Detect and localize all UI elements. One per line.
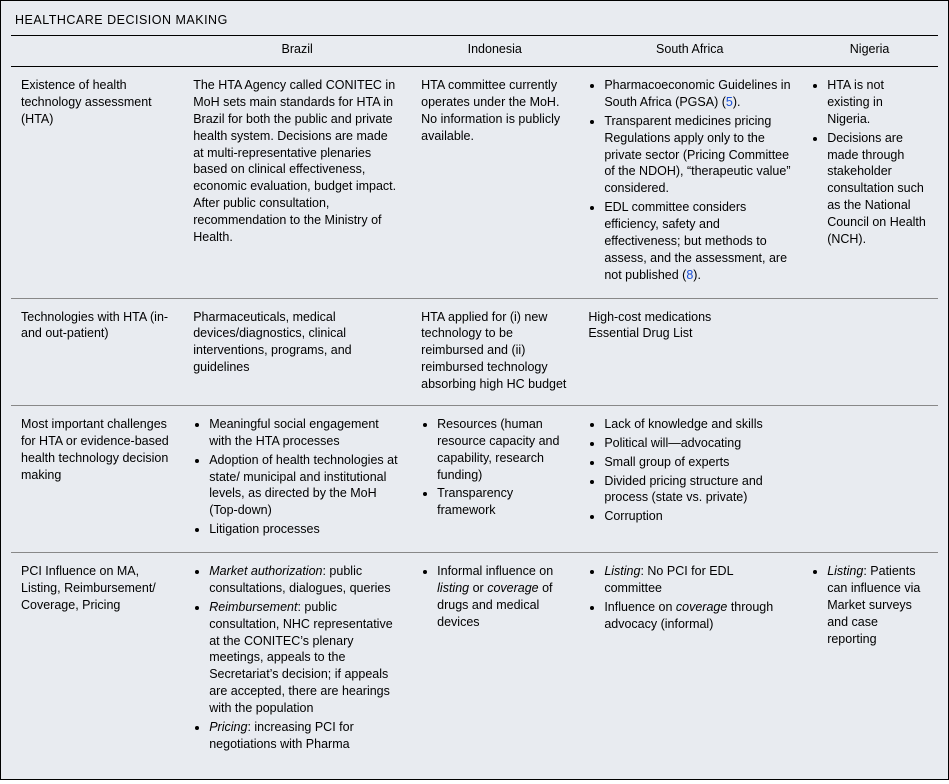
bullet-list: Resources (human resource capacity and c… bbox=[421, 416, 568, 519]
table-row: PCI Influence on MA, Listing, Reimbursem… bbox=[11, 553, 938, 767]
list-item: Listing: Patients can influence via Mark… bbox=[827, 563, 928, 647]
reference-link[interactable]: 5 bbox=[726, 95, 733, 109]
cell-nigeria: Listing: Patients can influence via Mark… bbox=[801, 553, 938, 767]
bullet-list: Informal influence on listing or coverag… bbox=[421, 563, 568, 631]
text-line: High-cost medications bbox=[588, 309, 791, 326]
cell-indonesia: HTA committee currently operates under t… bbox=[411, 67, 578, 299]
cell-indonesia: Resources (human resource capacity and c… bbox=[411, 405, 578, 552]
bullet-list: Listing: Patients can influence via Mark… bbox=[811, 563, 928, 647]
header-row: Brazil Indonesia South Africa Nigeria bbox=[11, 36, 938, 67]
list-item: Pricing: increasing PCI for negotiations… bbox=[209, 719, 401, 753]
list-item: Influence on coverage through advocacy (… bbox=[604, 599, 791, 633]
list-item: Reimbursement: public consultation, NHC … bbox=[209, 599, 401, 717]
list-item: Adoption of health technologies at state… bbox=[209, 452, 401, 520]
list-item: Lack of knowledge and skills bbox=[604, 416, 791, 433]
bullet-list: Listing: No PCI for EDL committee Influe… bbox=[588, 563, 791, 633]
list-item: Political will—advocating bbox=[604, 435, 791, 452]
list-item: Resources (human resource capacity and c… bbox=[437, 416, 568, 484]
cell-indonesia: HTA applied for (i) new technology to be… bbox=[411, 298, 578, 405]
table-container: HEALTHCARE DECISION MAKING Brazil Indone… bbox=[0, 0, 949, 780]
cell-south-africa: Pharmacoeconomic Guidelines in South Afr… bbox=[578, 67, 801, 299]
list-item: Meaningful social engagement with the HT… bbox=[209, 416, 401, 450]
list-item: EDL committee considers efficiency, safe… bbox=[604, 199, 791, 283]
bullet-list: Pharmacoeconomic Guidelines in South Afr… bbox=[588, 77, 791, 284]
cell-south-africa: Listing: No PCI for EDL committee Influe… bbox=[578, 553, 801, 767]
list-item: Small group of experts bbox=[604, 454, 791, 471]
row-label: PCI Influence on MA, Listing, Reimbursem… bbox=[11, 553, 183, 767]
cell-south-africa: Lack of knowledge and skills Political w… bbox=[578, 405, 801, 552]
list-item: Decisions are made through stakeholder c… bbox=[827, 130, 928, 248]
list-item: Transparency framework bbox=[437, 485, 568, 519]
cell-indonesia: Informal influence on listing or coverag… bbox=[411, 553, 578, 767]
col-brazil: Brazil bbox=[183, 36, 411, 67]
text-line: Essential Drug List bbox=[588, 325, 791, 342]
list-item: Informal influence on listing or coverag… bbox=[437, 563, 568, 631]
cell-brazil: Meaningful social engagement with the HT… bbox=[183, 405, 411, 552]
row-label: Most important challenges for HTA or evi… bbox=[11, 405, 183, 552]
cell-nigeria: HTA is not existing in Nigeria. Decision… bbox=[801, 67, 938, 299]
col-south-africa: South Africa bbox=[578, 36, 801, 67]
bullet-list: Market authorization: public consultatio… bbox=[193, 563, 401, 753]
bullet-list: HTA is not existing in Nigeria. Decision… bbox=[811, 77, 928, 248]
list-item: Divided pricing structure and process (s… bbox=[604, 473, 791, 507]
cell-nigeria bbox=[801, 405, 938, 552]
table-title: HEALTHCARE DECISION MAKING bbox=[11, 7, 938, 35]
col-stub bbox=[11, 36, 183, 67]
list-item: Market authorization: public consultatio… bbox=[209, 563, 401, 597]
table-row: Technologies with HTA (in-and out-patien… bbox=[11, 298, 938, 405]
list-item: Listing: No PCI for EDL committee bbox=[604, 563, 791, 597]
list-item: Pharmacoeconomic Guidelines in South Afr… bbox=[604, 77, 791, 111]
cell-nigeria bbox=[801, 298, 938, 405]
row-label: Technologies with HTA (in-and out-patien… bbox=[11, 298, 183, 405]
table-row: Most important challenges for HTA or evi… bbox=[11, 405, 938, 552]
table-row: Existence of health technology assessmen… bbox=[11, 67, 938, 299]
cell-brazil: The HTA Agency called CONITEC in MoH set… bbox=[183, 67, 411, 299]
cell-south-africa: High-cost medications Essential Drug Lis… bbox=[578, 298, 801, 405]
bullet-list: Lack of knowledge and skills Political w… bbox=[588, 416, 791, 525]
col-indonesia: Indonesia bbox=[411, 36, 578, 67]
list-item: HTA is not existing in Nigeria. bbox=[827, 77, 928, 128]
healthcare-table: Brazil Indonesia South Africa Nigeria Ex… bbox=[11, 35, 938, 767]
bullet-list: Meaningful social engagement with the HT… bbox=[193, 416, 401, 538]
table-header: Brazil Indonesia South Africa Nigeria bbox=[11, 36, 938, 67]
row-label: Existence of health technology assessmen… bbox=[11, 67, 183, 299]
cell-brazil: Market authorization: public consultatio… bbox=[183, 553, 411, 767]
cell-brazil: Pharmaceuticals, medical devices/diagnos… bbox=[183, 298, 411, 405]
list-item: Transparent medicines pricing Regulation… bbox=[604, 113, 791, 197]
list-item: Litigation processes bbox=[209, 521, 401, 538]
list-item: Corruption bbox=[604, 508, 791, 525]
col-nigeria: Nigeria bbox=[801, 36, 938, 67]
